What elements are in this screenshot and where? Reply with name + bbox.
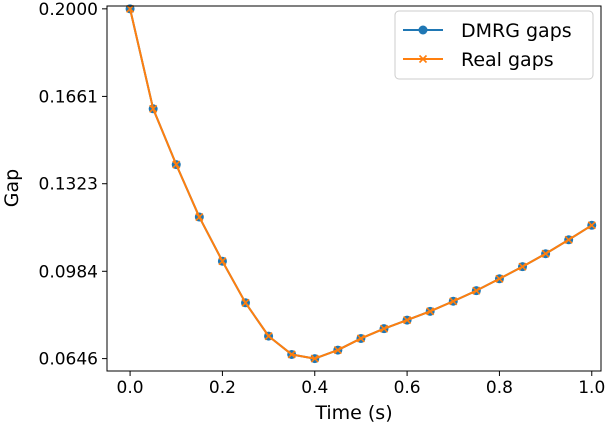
legend-label: DMRG gaps	[461, 20, 572, 42]
real-gap-point	[379, 324, 389, 333]
real-gap-point	[149, 104, 158, 113]
plot-area-frame	[106, 5, 602, 372]
y-axis: 0.2000 0.1661 0.1323 0.0984 0.0646	[39, 0, 107, 370]
real-gap-point	[264, 332, 273, 341]
legend-frame	[394, 10, 594, 80]
real-gap-point	[195, 212, 204, 222]
legend-marker-circle	[418, 25, 428, 35]
series-layer	[125, 4, 597, 364]
real-gap-point	[172, 160, 181, 169]
real-gap-point	[564, 235, 573, 244]
y-tick-label: 0.2000	[39, 0, 98, 20]
y-tick-label: 0.1661	[39, 87, 98, 107]
legend-label: Real gaps	[461, 49, 554, 71]
real-gap-point	[241, 298, 250, 307]
real-gap-point	[587, 221, 596, 230]
real-gap-point	[403, 316, 412, 325]
x-axis-label: Time (s)	[314, 402, 392, 424]
real-gap-point	[356, 334, 365, 343]
x-tick-label: 0.6	[394, 378, 421, 398]
x-axis: 0.0 0.2 0.4 0.6 0.8 1.0	[117, 371, 605, 398]
real-gap-point	[333, 346, 342, 355]
y-tick-label: 0.0646	[39, 350, 98, 370]
x-tick-label: 1.0	[578, 378, 605, 398]
real-gap-point	[426, 307, 435, 316]
x-tick-label: 0.4	[301, 378, 328, 398]
legend-marker-x	[418, 54, 428, 64]
y-tick-label: 0.1323	[39, 175, 98, 195]
legend: DMRG gaps Real gaps	[394, 10, 594, 80]
real-gap-point	[449, 297, 458, 306]
real-gap-point	[472, 286, 481, 295]
real-gap-point	[287, 350, 296, 359]
real-gap-point	[495, 274, 504, 283]
y-axis-label: Gap	[1, 169, 23, 207]
real-gap-point	[310, 354, 319, 363]
real-gap-point	[218, 257, 227, 266]
y-tick-label: 0.0984	[39, 262, 98, 282]
real-gap-point	[541, 249, 550, 258]
real-gap-point	[518, 262, 527, 271]
x-tick-label: 0.0	[117, 378, 144, 398]
x-tick-label: 0.8	[486, 378, 513, 398]
real-gap-point	[126, 4, 135, 13]
x-tick-label: 0.2	[209, 378, 236, 398]
